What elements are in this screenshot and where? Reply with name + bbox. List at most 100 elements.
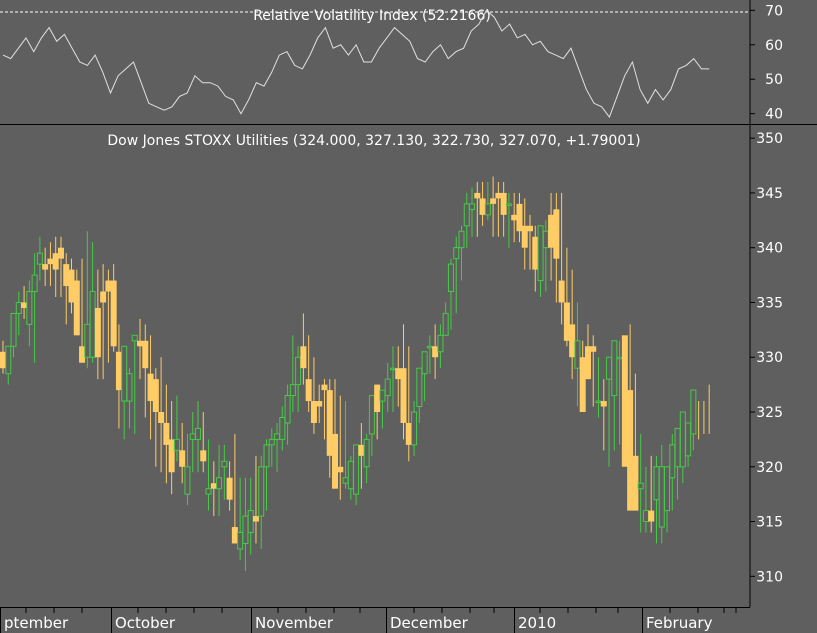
candle bbox=[326, 379, 333, 478]
candle-body bbox=[537, 225, 544, 282]
candle bbox=[137, 318, 144, 380]
candle bbox=[458, 225, 465, 281]
candle-body bbox=[548, 214, 555, 248]
candle-body bbox=[627, 390, 634, 511]
candle bbox=[374, 384, 381, 440]
candle bbox=[47, 242, 54, 287]
x-tick-label: November bbox=[255, 614, 334, 632]
candle-body bbox=[563, 302, 570, 341]
candle bbox=[384, 362, 391, 413]
candle bbox=[590, 335, 597, 407]
x-tick-label: October bbox=[115, 614, 176, 632]
candle-body bbox=[258, 466, 265, 517]
candle-body bbox=[326, 390, 333, 456]
candle bbox=[563, 247, 570, 347]
candle bbox=[664, 466, 671, 533]
candle bbox=[469, 187, 476, 237]
candle-body bbox=[621, 335, 628, 467]
candle-body bbox=[0, 351, 6, 369]
candle bbox=[21, 286, 28, 319]
candle bbox=[0, 340, 6, 374]
candle bbox=[584, 324, 591, 380]
candle-body bbox=[384, 378, 391, 397]
candle-body bbox=[52, 253, 59, 270]
candle-body bbox=[274, 433, 281, 440]
candle bbox=[395, 346, 402, 407]
candle-body bbox=[511, 214, 518, 221]
candle-body bbox=[79, 346, 86, 363]
candle-body bbox=[405, 422, 412, 445]
candle bbox=[474, 181, 481, 237]
candle-body bbox=[574, 340, 581, 369]
candle-body bbox=[226, 477, 233, 500]
candle bbox=[353, 444, 360, 506]
candle-body bbox=[532, 236, 539, 270]
candle-body bbox=[216, 477, 223, 490]
candle bbox=[231, 433, 238, 544]
candle-body bbox=[126, 373, 133, 402]
candle-body bbox=[484, 203, 491, 216]
candle bbox=[100, 264, 107, 380]
candle-body bbox=[152, 379, 159, 413]
candle-body bbox=[36, 252, 43, 265]
candle-body bbox=[147, 373, 154, 402]
candle-body bbox=[131, 334, 138, 342]
candle bbox=[553, 192, 560, 303]
candle-body bbox=[21, 302, 28, 308]
candle-body bbox=[632, 455, 639, 511]
candle-body bbox=[463, 203, 470, 227]
candle bbox=[527, 214, 533, 270]
candle-body bbox=[26, 291, 33, 325]
candle bbox=[173, 395, 180, 462]
candle bbox=[337, 395, 344, 500]
candle-body bbox=[321, 384, 328, 391]
candle bbox=[637, 433, 644, 533]
price-tick-label: 345 bbox=[756, 186, 783, 202]
candle bbox=[258, 455, 265, 549]
candle bbox=[632, 373, 639, 511]
candle bbox=[316, 384, 323, 423]
candle-body bbox=[648, 510, 655, 522]
candle-body bbox=[179, 450, 186, 467]
rvi-tick-label: 40 bbox=[765, 107, 783, 123]
candle-body bbox=[516, 203, 523, 232]
candle bbox=[363, 433, 370, 484]
x-axis: ptember October November December 2010 Februa… bbox=[0, 607, 737, 633]
candle bbox=[321, 379, 328, 440]
candle-body bbox=[353, 444, 360, 495]
candle-body bbox=[284, 395, 291, 424]
candle-body bbox=[10, 312, 17, 347]
candle bbox=[79, 258, 86, 363]
candle bbox=[158, 357, 165, 473]
candle-body bbox=[637, 482, 644, 490]
price-tick-label: 325 bbox=[756, 405, 783, 421]
candle-body bbox=[247, 510, 254, 534]
candle bbox=[358, 422, 365, 489]
candle-body bbox=[395, 368, 402, 380]
candle-body bbox=[658, 466, 665, 528]
candle bbox=[63, 253, 70, 325]
price-tick-label: 340 bbox=[756, 241, 783, 257]
x-tick-label: ptember bbox=[4, 614, 69, 632]
candle bbox=[210, 461, 217, 517]
candle bbox=[437, 324, 444, 369]
candle bbox=[442, 302, 449, 336]
candle-body bbox=[368, 395, 375, 435]
candle-body bbox=[110, 280, 117, 347]
candle bbox=[205, 439, 212, 511]
candle bbox=[569, 269, 576, 380]
candle bbox=[163, 384, 170, 484]
candle bbox=[411, 401, 418, 456]
candle-body bbox=[68, 269, 75, 303]
candle-body bbox=[358, 444, 365, 456]
candle-body bbox=[374, 384, 381, 413]
candle bbox=[558, 192, 565, 325]
candle-body bbox=[242, 515, 249, 544]
candle-body bbox=[279, 416, 286, 440]
candle bbox=[548, 192, 555, 281]
candle bbox=[516, 192, 523, 243]
candle bbox=[505, 192, 512, 248]
candle-body bbox=[184, 466, 191, 495]
